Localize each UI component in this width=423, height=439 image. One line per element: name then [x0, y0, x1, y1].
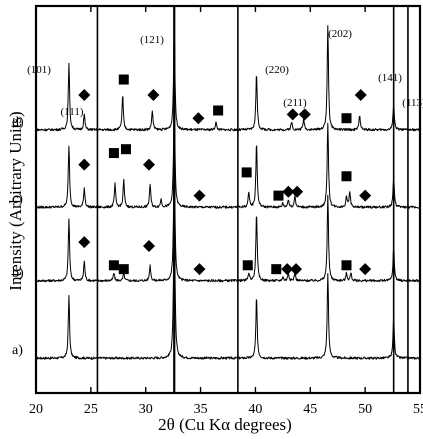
- peak-label: (121): [140, 34, 164, 46]
- diamond-marker: [143, 158, 156, 171]
- series-line: [35, 90, 421, 209]
- square-marker: [341, 171, 352, 182]
- diamond-marker: [78, 89, 91, 102]
- series-label: d): [12, 115, 24, 130]
- diamond-marker: [147, 89, 160, 102]
- diamond-marker: [359, 263, 372, 276]
- diamond-marker: [143, 239, 156, 252]
- square-marker: [273, 190, 284, 201]
- diamond-marker: [298, 108, 311, 121]
- series-line: [35, 182, 421, 360]
- series-label: c): [12, 192, 23, 207]
- square-marker: [341, 113, 352, 124]
- x-tick-label: 25: [84, 402, 98, 417]
- diamond-marker: [78, 158, 91, 171]
- diamond-marker: [281, 263, 294, 276]
- diamond-marker: [286, 108, 299, 121]
- square-marker: [118, 74, 129, 85]
- peak-label: (220): [265, 64, 289, 76]
- plot-frame: [34, 4, 422, 395]
- square-marker: [341, 260, 352, 271]
- peak-label: (101): [27, 64, 51, 76]
- diamond-marker: [192, 112, 205, 125]
- square-marker: [108, 260, 119, 271]
- series-label: b): [12, 266, 24, 281]
- diamond-marker: [290, 263, 303, 276]
- peak-label: (202): [328, 28, 352, 40]
- square-marker: [118, 264, 129, 275]
- series-line: [35, 22, 421, 132]
- square-marker: [271, 264, 282, 275]
- x-tick-label: 20: [29, 402, 43, 417]
- x-tick-label: 30: [139, 402, 153, 417]
- series-label: a): [12, 343, 23, 358]
- series-line: [35, 140, 421, 283]
- diamond-marker: [193, 189, 206, 202]
- diamond-marker: [291, 185, 304, 198]
- peak-label: (113): [402, 97, 423, 109]
- x-axis-title: 2θ (Cu Kα degrees): [158, 415, 292, 434]
- x-tick-label: 35: [194, 402, 208, 417]
- diamond-marker: [354, 89, 367, 102]
- diamond-marker: [193, 263, 206, 276]
- peak-label: (141): [378, 72, 402, 84]
- diamond-marker: [359, 189, 372, 202]
- x-tick-label: 45: [303, 402, 317, 417]
- x-tick-label: 40: [248, 402, 262, 417]
- square-marker: [108, 148, 119, 159]
- diamond-marker: [78, 236, 91, 249]
- square-marker: [241, 167, 252, 178]
- diamond-marker: [282, 185, 295, 198]
- square-marker: [242, 260, 253, 271]
- peak-label: (111): [60, 106, 83, 118]
- y-axis-title: Intensity (Arbitrary Units): [6, 111, 25, 290]
- plot-area: a) b) c) d) (111) (121) (211) (141) (113) (101) (2…: [12, 4, 423, 417]
- square-marker: [120, 144, 131, 155]
- x-tick-label: 50: [358, 402, 372, 417]
- x-tick-label: 55: [413, 402, 423, 417]
- square-marker: [213, 105, 224, 116]
- peak-label: (211): [283, 97, 307, 109]
